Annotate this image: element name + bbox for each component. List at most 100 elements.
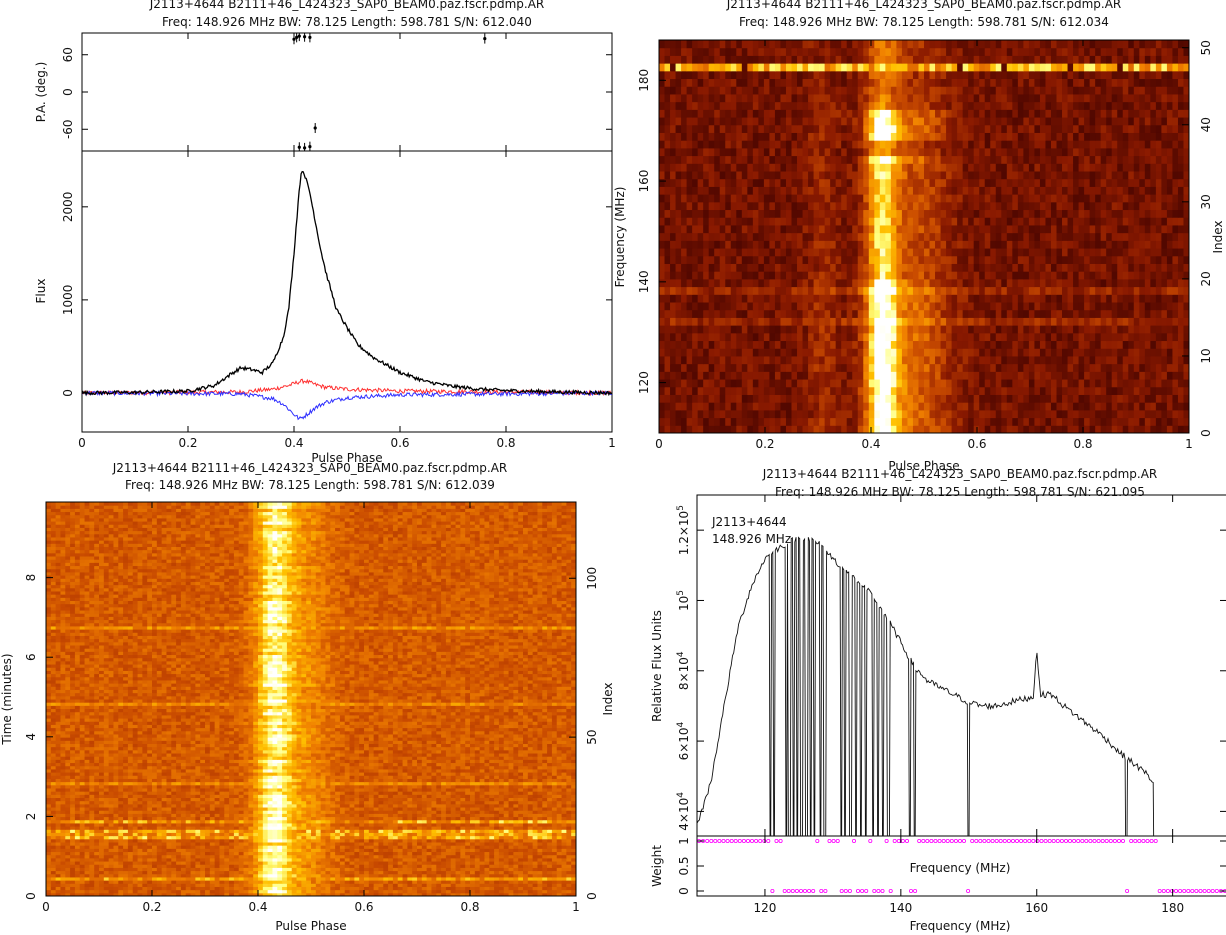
freq-phase-cell — [1161, 186, 1167, 194]
freq-phase-cell — [1161, 271, 1167, 279]
freq-phase-cell — [836, 263, 842, 271]
freq-phase-cell — [1139, 202, 1145, 210]
freq-phase-cell — [681, 48, 687, 56]
freq-phase-cell — [797, 341, 803, 349]
freq-phase-cell — [968, 171, 974, 179]
freq-phase-cell — [1145, 79, 1151, 87]
pa-y-tick-label: 0 — [61, 88, 75, 96]
freq-phase-cell — [764, 86, 770, 94]
freq-phase-cell — [797, 394, 803, 402]
freq-phase-cell — [941, 140, 947, 148]
freq-phase-cell — [819, 364, 825, 372]
freq-phase-cell — [896, 379, 902, 387]
freq-phase-cell — [907, 171, 913, 179]
freq-phase-cell — [753, 79, 759, 87]
freq-phase-cell — [1101, 71, 1107, 79]
freq-phase-cell — [1084, 371, 1090, 379]
freq-phase-cell — [758, 163, 764, 171]
freq-phase-cell — [1051, 379, 1057, 387]
freq-phase-cell — [918, 348, 924, 356]
freq-phase-cell — [858, 40, 864, 48]
freq-phase-cell — [874, 171, 880, 179]
freq-phase-cell — [1084, 179, 1090, 187]
freq-phase-cell — [1167, 132, 1173, 140]
freq-phase-cell — [725, 418, 731, 426]
freq-phase-cell — [1117, 71, 1123, 79]
freq-phase-cell — [714, 225, 720, 233]
freq-phase-cell — [742, 263, 748, 271]
freq-phase-cell — [1057, 109, 1063, 117]
freq-phase-cell — [841, 94, 847, 102]
freq-phase-cell — [1012, 125, 1018, 133]
freq-phase-cell — [841, 79, 847, 87]
freq-phase-cell — [819, 125, 825, 133]
freq-phase-cell — [985, 202, 991, 210]
freq-phase-cell — [1079, 225, 1085, 233]
freq-phase-cell — [858, 341, 864, 349]
freq-phase-cell — [1156, 63, 1162, 71]
freq-phase-cell — [758, 86, 764, 94]
freq-phase-cell — [1161, 418, 1167, 426]
freq-phase-cell — [963, 233, 969, 241]
freq-phase-cell — [692, 425, 698, 433]
freq-phase-cell — [1128, 348, 1134, 356]
freq-phase-cell — [709, 132, 715, 140]
freq-phase-cell — [1051, 210, 1057, 218]
freq-phase-cell — [1084, 63, 1090, 71]
freq-phase-cell — [1012, 202, 1018, 210]
freq-phase-cell — [1161, 86, 1167, 94]
freq-phase-cell — [924, 179, 930, 187]
freq-phase-cell — [1018, 418, 1024, 426]
freq-phase-cell — [1156, 263, 1162, 271]
freq-phase-cell — [1178, 356, 1184, 364]
freq-phase-cell — [957, 40, 963, 48]
freq-phase-cell — [687, 71, 693, 79]
freq-phase-cell — [1068, 364, 1074, 372]
freq-phase-cell — [902, 156, 908, 164]
freq-phase-cell — [913, 287, 919, 295]
freq-phase-cell — [913, 240, 919, 248]
freq-phase-cell — [863, 186, 869, 194]
pa-y-tick-label: -60 — [61, 119, 75, 139]
freq-phase-cell — [1084, 348, 1090, 356]
freq-phase-cell — [830, 240, 836, 248]
freq-phase-cell — [946, 71, 952, 79]
freq-phase-cell — [1161, 394, 1167, 402]
freq-phase-cell — [918, 140, 924, 148]
freq-phase-cell — [1101, 225, 1107, 233]
freq-phase-cell — [1073, 109, 1079, 117]
freq-phase-cell — [1167, 302, 1173, 310]
freq-phase-cell — [1095, 271, 1101, 279]
freq-phase-cell — [676, 40, 682, 48]
flux-y-tick-label: 1000 — [61, 285, 75, 316]
freq-phase-cell — [1034, 210, 1040, 218]
freq-phase-cell — [1178, 63, 1184, 71]
freq-phase-cell — [1101, 287, 1107, 295]
freq-phase-cell — [1123, 156, 1129, 164]
freq-phase-cell — [918, 117, 924, 125]
freq-phase-cell — [869, 40, 875, 48]
freq-phase-cell — [952, 394, 958, 402]
freq-phase-cell — [687, 148, 693, 156]
freq-phase-cell — [747, 40, 753, 48]
freq-phase-cell — [1156, 310, 1162, 318]
freq-phase-cell — [659, 294, 665, 302]
freq-phase-cell — [808, 371, 814, 379]
freq-phase-cell — [808, 317, 814, 325]
freq-phase-cell — [1084, 79, 1090, 87]
freq-phase-cell — [1073, 86, 1079, 94]
freq-phase-cell — [918, 263, 924, 271]
freq-phase-cell — [814, 387, 820, 395]
freq-phase-cell — [819, 102, 825, 110]
freq-phase-cell — [1106, 310, 1112, 318]
freq-phase-cell — [1040, 287, 1046, 295]
freq-phase-cell — [968, 341, 974, 349]
freq-phase-cell — [974, 125, 980, 133]
freq-phase-cell — [918, 186, 924, 194]
freq-phase-cell — [968, 55, 974, 63]
freq-phase-cell — [797, 210, 803, 218]
freq-phase-cell — [1156, 163, 1162, 171]
freq-phase-cell — [1150, 387, 1156, 395]
freq-phase-cell — [1161, 71, 1167, 79]
freq-phase-cell — [731, 371, 737, 379]
